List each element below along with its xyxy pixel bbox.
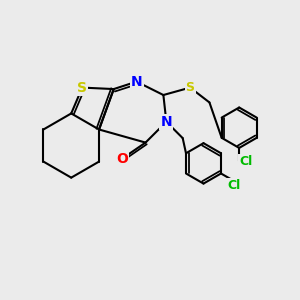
Text: Cl: Cl <box>239 155 252 168</box>
Text: S: S <box>77 81 87 94</box>
Text: Cl: Cl <box>227 179 241 192</box>
Text: O: O <box>116 152 128 166</box>
Text: S: S <box>186 81 195 94</box>
Text: N: N <box>131 75 142 88</box>
Text: N: N <box>160 115 172 129</box>
